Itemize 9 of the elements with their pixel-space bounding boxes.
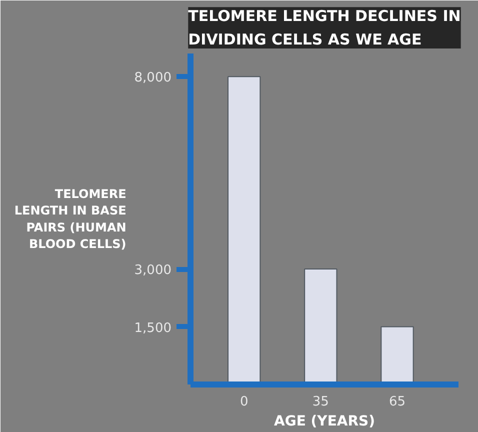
- y-tick-label: 3,000: [134, 263, 172, 278]
- y-tick-label: 8,000: [134, 70, 172, 86]
- y-tick-label: 1,500: [134, 320, 172, 336]
- x-axis-title: AGE (YEARS): [274, 414, 375, 430]
- chart-title: TELOMERE LENGTH DECLINES IN DIVIDING CELLS AS WE AGE: [188, 7, 461, 48]
- y-axis-title: TELOMERE LENGTH IN BASE PAIRS (HUMAN BLOOD CELLS): [14, 186, 126, 252]
- x-tick-label: 0: [240, 394, 248, 410]
- x-tick-label: 35: [312, 394, 329, 410]
- x-tick-label: 65: [388, 394, 406, 410]
